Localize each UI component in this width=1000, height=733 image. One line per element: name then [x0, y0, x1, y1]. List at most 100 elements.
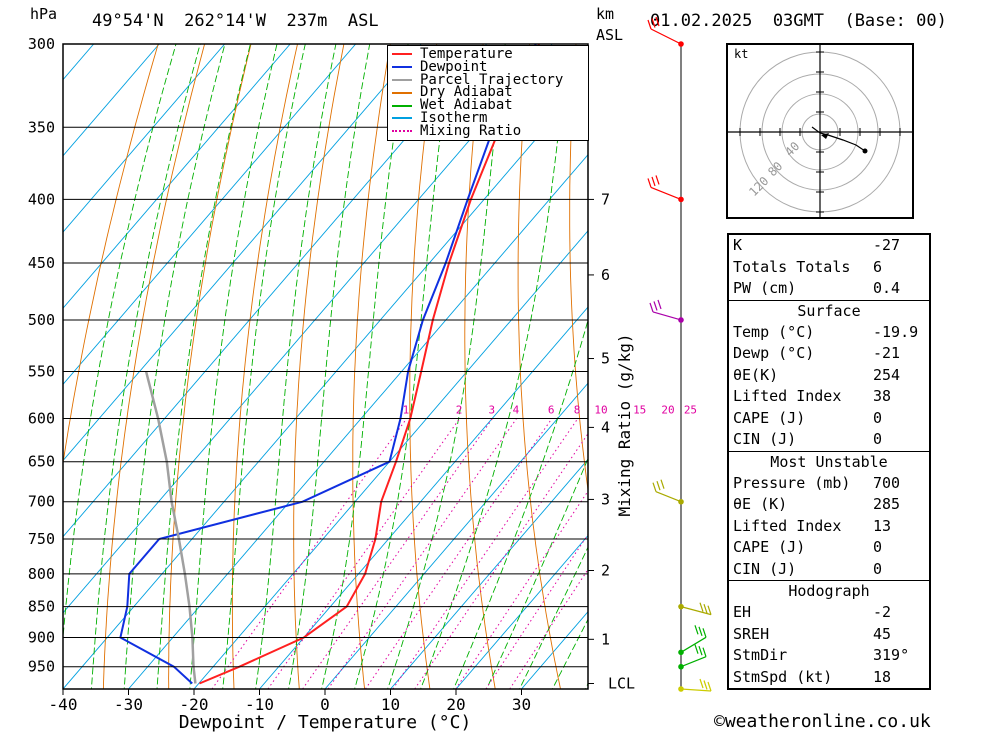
temperature-tick-label: -20 [180, 695, 209, 714]
wind-barb-flag [655, 16, 660, 27]
sreh-value: 45 [873, 624, 892, 643]
wind-barb-dot [678, 498, 684, 505]
wet-adiabat-line [551, 618, 588, 689]
wind-barb-flag [655, 175, 660, 185]
mixing-ratio-line [211, 418, 408, 689]
height-tick-label: 2 [601, 561, 610, 579]
mu-pressure-label: Pressure (mb) [733, 473, 851, 492]
dry-adiabat-line [102, 44, 206, 689]
mu-cape-row: CAPE (J) 0 [729, 537, 929, 559]
pressure-tick-label: 400 [28, 190, 55, 208]
temperature-tick-label: 10 [381, 695, 400, 714]
wind-barb-flag [653, 301, 658, 311]
pressure-tick-label: 550 [28, 362, 55, 380]
wind-barb [650, 186, 682, 200]
surface-temp-label: Temp (°C) [733, 322, 815, 341]
mixing-ratio-line [414, 432, 588, 689]
wind-barb [652, 311, 682, 321]
pressure-tick-label: 450 [28, 254, 55, 272]
chart-legend: Temperature Dewpoint Parcel Trajectory Dry … [387, 45, 589, 141]
legend-entry: Dry Adiabat [388, 86, 588, 99]
pressure-tick-label: 900 [28, 629, 55, 647]
surface-cin-value: 0 [873, 430, 883, 448]
x-axis-label: Dewpoint / Temperature (°C) [179, 712, 472, 733]
height-tick-label: 4 [601, 418, 610, 436]
legend-swatch [392, 53, 412, 56]
mixing-ratio-value: 2 [456, 403, 463, 416]
eh-row: EH -2 [729, 602, 929, 624]
surface-li-value: 38 [873, 387, 892, 405]
wet-adiabat-line [255, 44, 337, 689]
pressure-tick-label: 350 [28, 118, 55, 136]
legend-swatch [392, 117, 412, 120]
wind-barb-flag [651, 18, 656, 28]
wind-barb [655, 491, 682, 503]
legend-label: Parcel Trajectory [420, 71, 564, 88]
wind-barb-flag [702, 628, 707, 638]
legend-label: Dewpoint [420, 58, 488, 75]
hodograph-ring-label: 40 [782, 139, 802, 159]
mixing-ratio-value: 10 [594, 403, 607, 416]
legend-entry: Temperature [388, 46, 588, 62]
hodograph-unit: kt [734, 47, 748, 61]
wind-barb [680, 636, 707, 653]
copyright: ©weatheronline.co.uk [714, 711, 931, 732]
legend-label: Isotherm [420, 109, 488, 126]
height-tick-label: 6 [601, 266, 610, 284]
legend-swatch [392, 104, 412, 107]
hodograph-trace [811, 126, 866, 152]
mixing-ratio-line [485, 533, 588, 689]
k-index-row: K -27 [729, 235, 929, 257]
hodograph-ring-label: 120 [746, 174, 771, 199]
wet-adiabat-line [156, 44, 251, 689]
legend-label: Temperature [420, 46, 513, 62]
legend-swatch [392, 91, 412, 94]
wet-adiabat-line [189, 44, 278, 689]
mu-li-value: 13 [873, 516, 892, 535]
surface-li-label: Lifted Index [733, 387, 842, 405]
wind-barb-flag [657, 299, 662, 310]
k-index-value: -27 [873, 236, 901, 254]
legend-entry: Mixing Ratio [388, 124, 588, 138]
mixing-ratio-line [392, 418, 579, 689]
eh-label: EH [733, 603, 752, 621]
isotherm-line [455, 534, 588, 689]
pw-row: PW (cm) 0.4 [729, 278, 929, 300]
mu-cin-label: CIN (J) [733, 559, 797, 578]
wind-barb-flag [707, 681, 712, 692]
indices-panel: K -27 Totals Totals 6 PW (cm) 0.4 Surface T… [727, 233, 931, 690]
stmspd-row: StmSpd (kt) 18 [729, 667, 929, 689]
dry-adiabat-line [517, 44, 561, 689]
pressure-tick-label: 600 [28, 409, 55, 427]
most-unstable-title: Most Unstable [729, 450, 929, 473]
surface-theta-row: θE(K) 254 [729, 365, 929, 387]
legend-entry: Parcel Trajectory [388, 71, 588, 88]
totals-totals-value: 6 [873, 257, 883, 276]
temperature-tick-label: -30 [114, 695, 143, 714]
surface-theta-value: 254 [873, 365, 901, 384]
wind-barb-flag [649, 302, 654, 313]
wind-barb-flag [699, 602, 704, 612]
mu-cin-row: CIN (J) 0 [729, 559, 929, 581]
mixing-ratio-line [364, 418, 553, 689]
wind-barb-flag [707, 605, 712, 615]
pressure-tick-label: 850 [28, 598, 55, 616]
wind-barb-flag [694, 644, 699, 654]
mixing-ratio-line [509, 568, 588, 689]
pw-value: 0.4 [873, 279, 901, 297]
mu-cape-label: CAPE (J) [733, 538, 806, 556]
height-tick-label: 1 [601, 630, 610, 648]
mixing-ratio-value: 3 [489, 403, 496, 416]
hodograph-endpoint [862, 148, 868, 154]
wind-barb-flag [660, 479, 665, 489]
wet-adiabat-line [222, 44, 306, 689]
surface-dewp-label: Dewp (°C) [733, 344, 815, 362]
isotherm-line [63, 44, 291, 309]
eh-value: -2 [873, 603, 892, 621]
mixing-ratio-line [455, 490, 588, 689]
wind-barb [680, 606, 712, 616]
wind-barb-flag [698, 646, 703, 656]
k-index-label: K [733, 236, 743, 254]
